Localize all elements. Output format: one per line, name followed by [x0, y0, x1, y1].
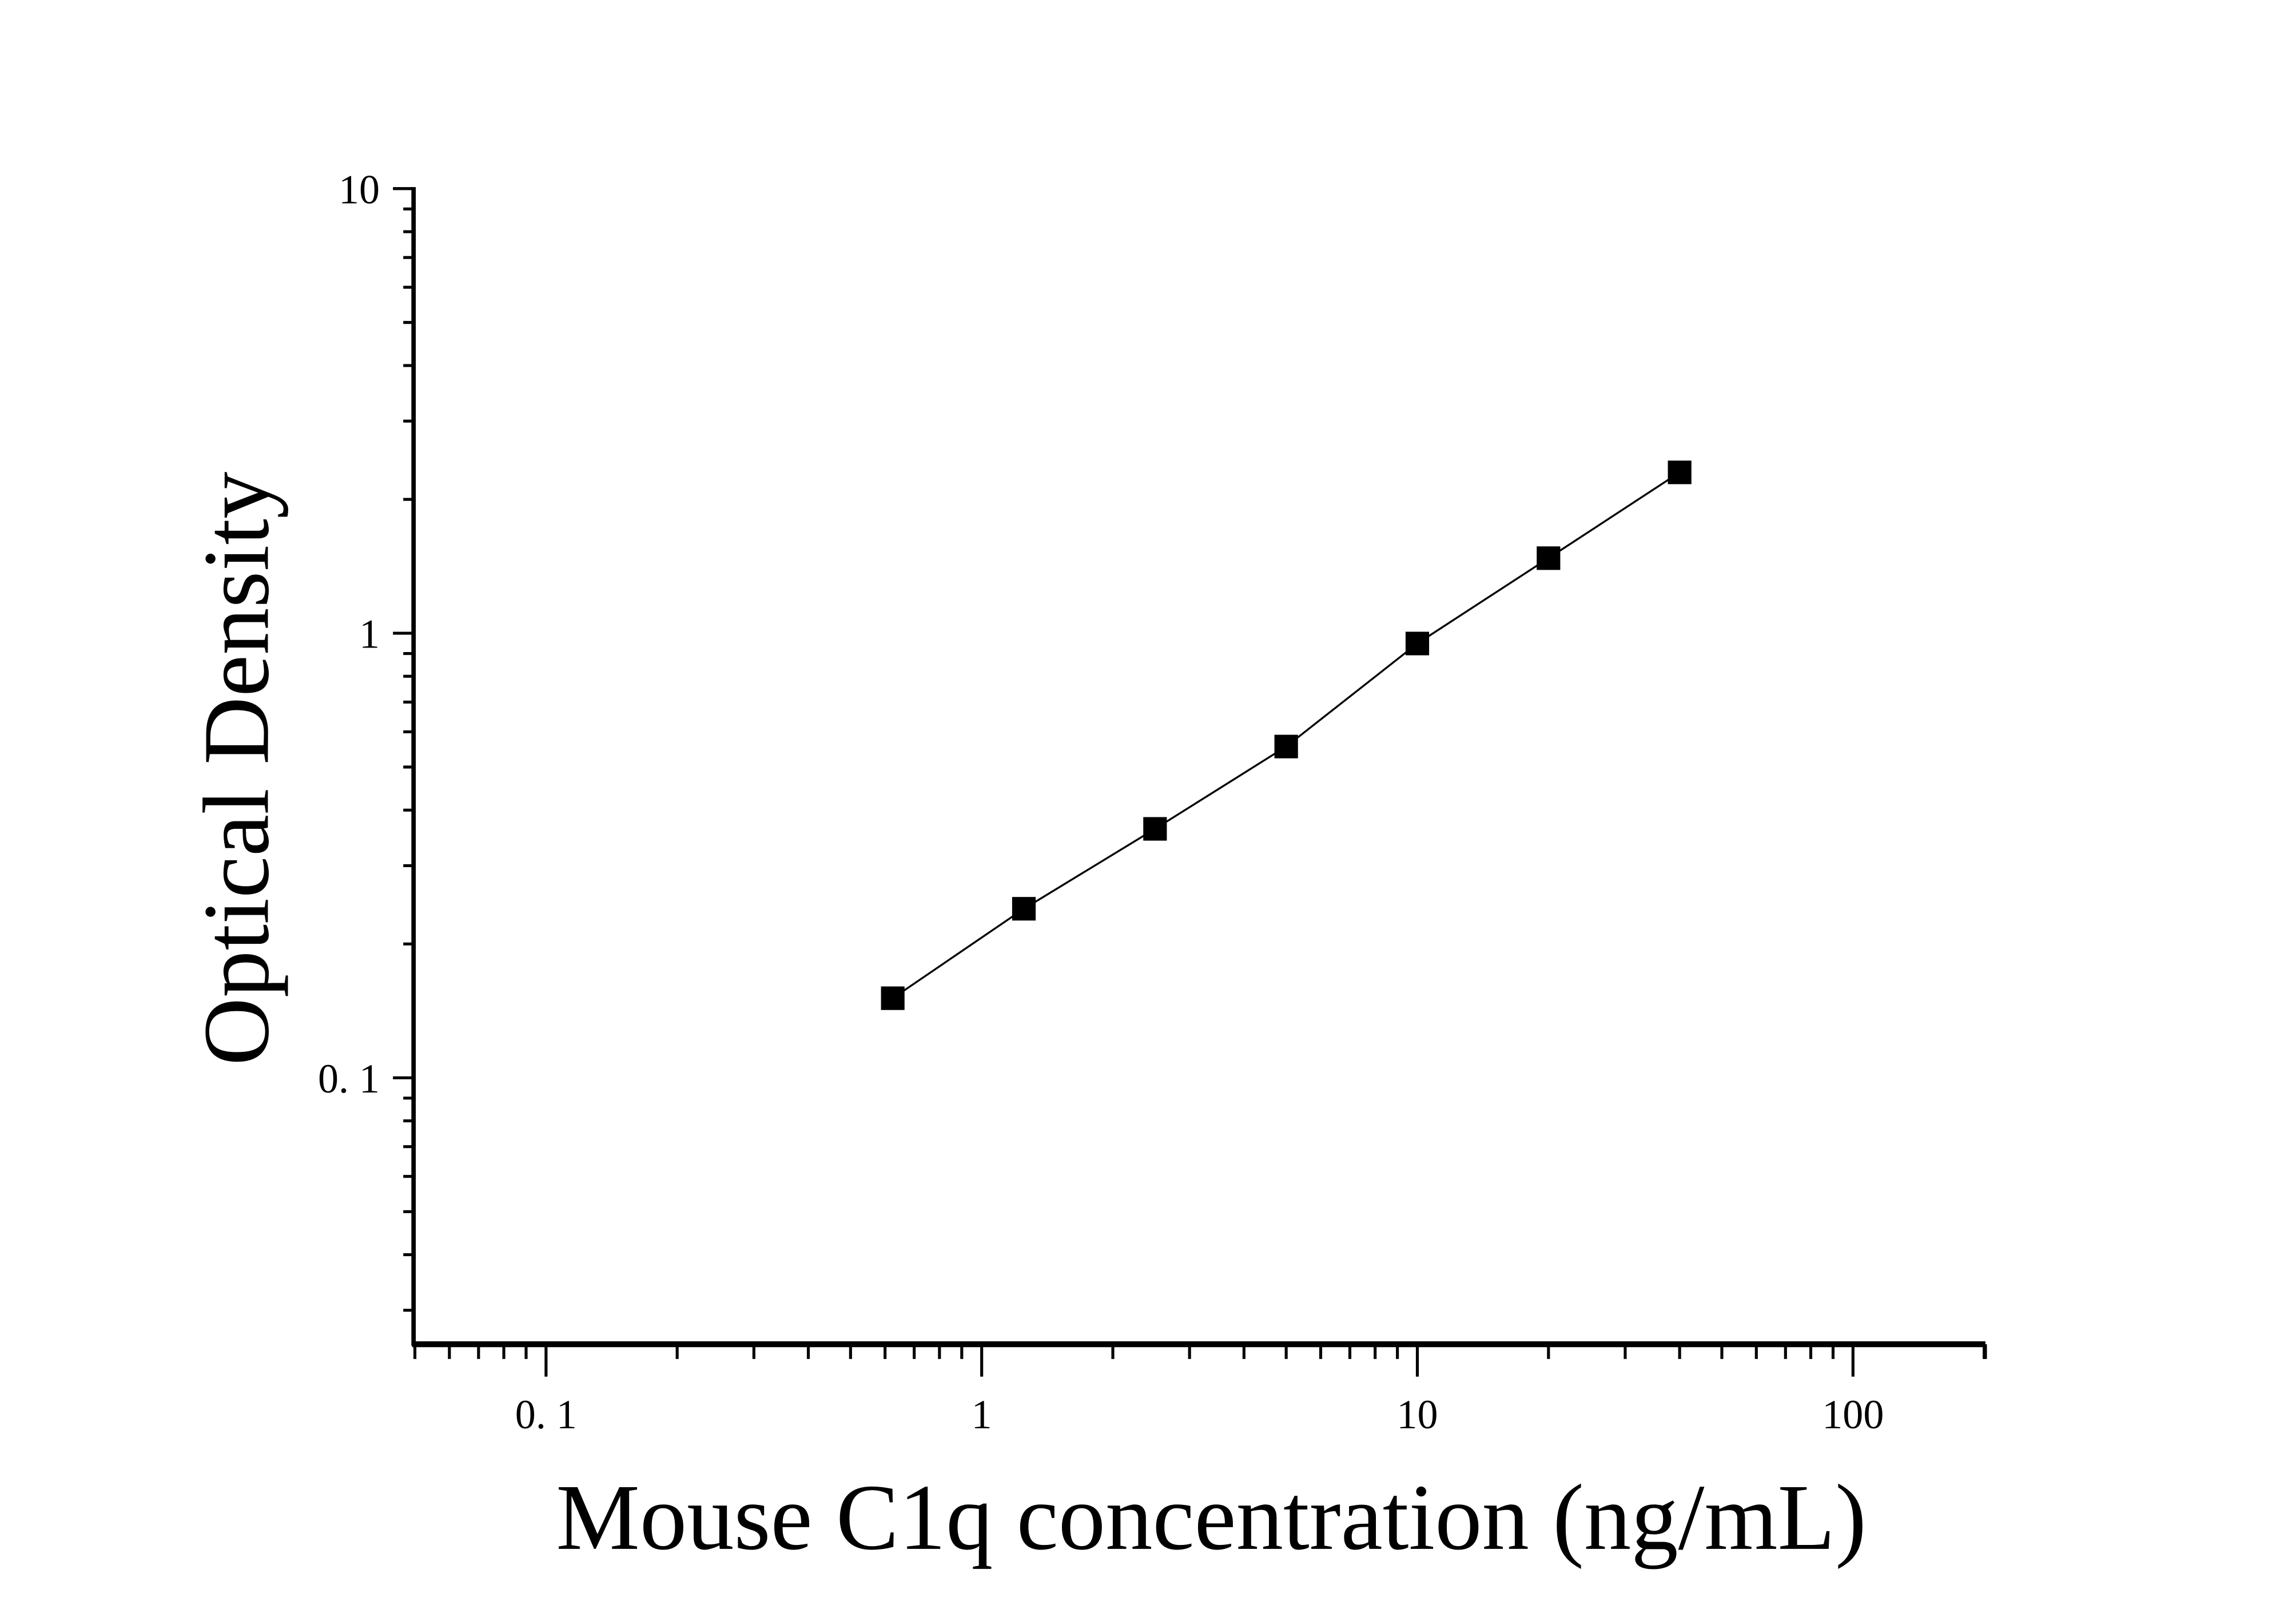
- data-point: [1274, 734, 1298, 758]
- data-point: [1405, 631, 1430, 655]
- data-point: [1143, 817, 1167, 841]
- ticks: 0. 1 1 10 100 0. 1 1 10: [318, 166, 1987, 1437]
- y-axis-label: Optical Density: [184, 472, 288, 1066]
- x-axis-label: Mouse C1q concentration (ng/mL): [556, 1465, 1867, 1570]
- y-tick-label: 10: [339, 166, 380, 212]
- data-point: [1537, 546, 1561, 570]
- data-point: [1668, 460, 1692, 484]
- x-tick-label: 100: [1822, 1392, 1884, 1437]
- x-tick-label: 10: [1396, 1392, 1438, 1437]
- x-tick-label: 1: [972, 1392, 992, 1437]
- axes: [411, 187, 1985, 1348]
- data-point: [1012, 897, 1036, 921]
- y-tick-label: 1: [359, 611, 380, 657]
- x-tick-label: 0. 1: [515, 1392, 577, 1437]
- y-tick-label: 0. 1: [318, 1056, 380, 1102]
- data-point: [881, 986, 905, 1010]
- data-marks: [881, 460, 1692, 1010]
